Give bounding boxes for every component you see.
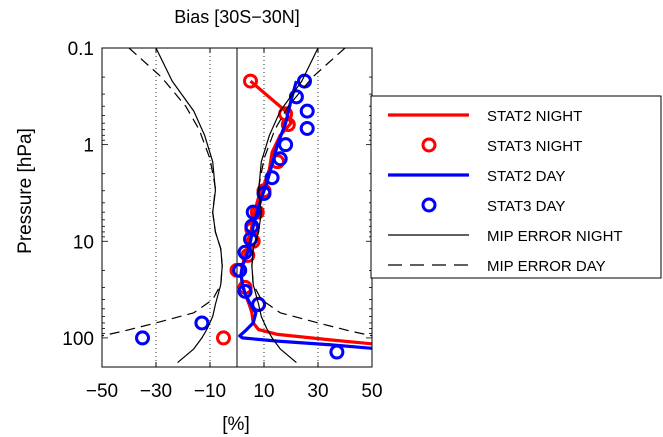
legend-label-stat2-night: STAT2 NIGHT xyxy=(487,108,582,125)
series-marker-stat3-day xyxy=(251,296,267,312)
chart-title: Bias [30S−30N] xyxy=(174,7,300,27)
legend-marker-stat3-day xyxy=(421,197,437,213)
series-line-mip-error-day-positive xyxy=(251,48,372,337)
series-marker-stat3-day xyxy=(194,315,210,331)
series-marker-stat3-day xyxy=(272,151,288,167)
series-marker-stat3-day xyxy=(299,120,315,136)
legend-label-stat3-night: STAT3 NIGHT xyxy=(487,138,582,155)
legend-label-stat3-day: STAT3 DAY xyxy=(487,198,565,215)
y-tick-label: 10 xyxy=(73,232,94,253)
series-line-mip-error-night-negative xyxy=(155,48,223,364)
series-marker-stat3-night xyxy=(216,330,231,346)
y-tick-label: 0.1 xyxy=(68,39,94,60)
plot-area: −50 −30 −10 10 30 50 0.1 1 10 100 xyxy=(62,39,382,402)
x-tick-label: 30 xyxy=(307,381,328,402)
series-marker-stat3-day xyxy=(237,244,253,260)
series-marker-stat3-day xyxy=(329,344,345,360)
y-tick-label: 1 xyxy=(83,136,94,157)
series-marker-stat3-day xyxy=(232,262,248,278)
x-tick-label: −10 xyxy=(194,381,226,402)
series-marker-stat3-day xyxy=(278,137,294,153)
series-line-stat2-day xyxy=(238,80,372,350)
x-tick-label: 50 xyxy=(361,381,382,402)
legend: STAT2 NIGHT STAT3 NIGHT STAT2 DAY STAT3 DAY… xyxy=(370,95,662,279)
series-marker-stat3-day xyxy=(135,330,150,346)
legend-marker-stat3-night xyxy=(421,137,437,153)
legend-label-mip-error-night: MIP ERROR NIGHT xyxy=(487,228,623,245)
series-marker-stat3-day xyxy=(245,204,261,220)
legend-box xyxy=(370,95,662,279)
x-tick-label: 10 xyxy=(253,381,274,402)
series-marker-stat3-day xyxy=(237,283,253,299)
y-axis-label: Pressure [hPa] xyxy=(15,128,36,254)
series-line-mip-error-night-positive xyxy=(251,48,319,364)
series-marker-stat3-day xyxy=(256,185,272,201)
series-marker-stat3-day xyxy=(264,170,280,186)
x-tick-label: −30 xyxy=(140,381,172,402)
x-axis-label: [%] xyxy=(222,414,249,435)
series-marker-stat3-day xyxy=(299,103,315,119)
legend-label-stat2-day: STAT2 DAY xyxy=(487,168,565,185)
x-tick-label: −50 xyxy=(86,381,118,402)
series-marker-stat3-night xyxy=(243,73,258,89)
series-line-mip-error-day-negative xyxy=(102,48,223,337)
y-tick-label: 100 xyxy=(62,329,94,350)
legend-label-mip-error-day: MIP ERROR DAY xyxy=(487,258,606,275)
series-group xyxy=(102,48,372,364)
